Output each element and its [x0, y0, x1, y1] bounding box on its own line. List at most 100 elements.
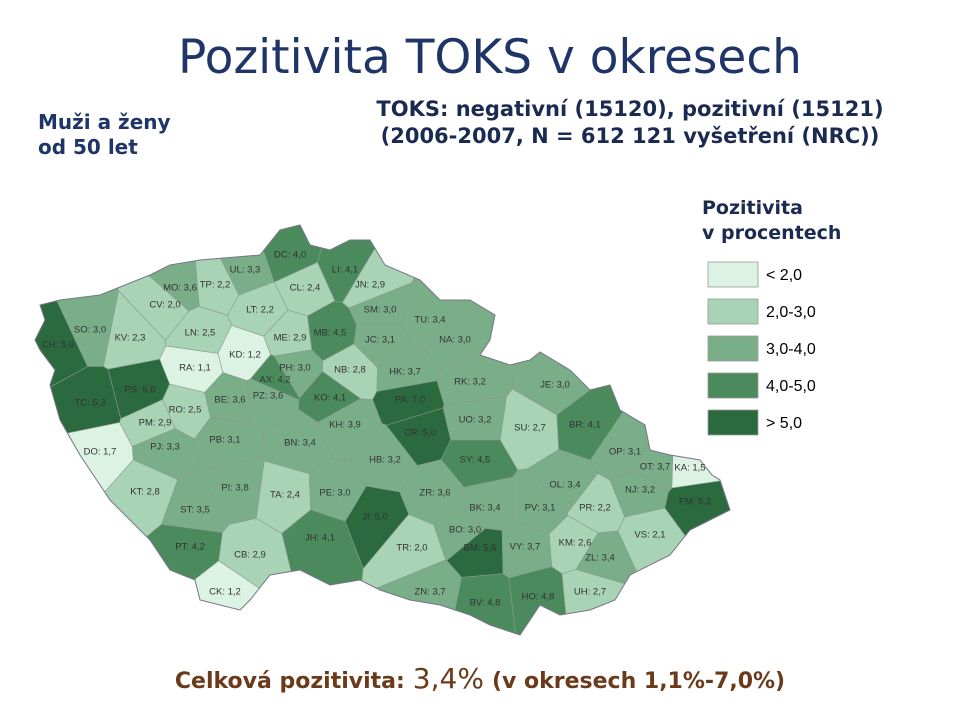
side-line: Muži a ženy [38, 110, 171, 134]
country-outline [34, 224, 731, 636]
district-label: CL: 2,4 [290, 283, 321, 294]
district-label: BO: 3,0 [449, 525, 481, 536]
district-label: UL: 3,3 [230, 265, 261, 276]
district-label: LT: 2,2 [246, 305, 274, 316]
district-label: SU: 2,7 [514, 423, 546, 434]
district-label: JE: 3,0 [540, 380, 570, 391]
district-label: PM: 2,9 [139, 418, 172, 429]
legend-label: 2,0-3,0 [766, 304, 816, 321]
district-label: PH: 3,0 [279, 363, 311, 374]
district-label: BV: 4,8 [470, 598, 501, 609]
subtitle-line: TOKS: negativní (15120), pozitivní (1512… [376, 97, 884, 121]
district-label: OT: 3,7 [640, 462, 671, 473]
footer-text: Celková pozitivita: [174, 669, 405, 694]
district-label: SM: 3,0 [364, 305, 397, 316]
district-label: CK: 1,2 [209, 587, 241, 598]
legend-swatch [707, 298, 759, 325]
footer-text: (v okresech 1,1%-7,0%) [491, 669, 786, 694]
district-label: RO: 2,5 [169, 405, 202, 416]
district-label: NA: 3,0 [439, 335, 471, 346]
district-label: AX: 4,2 [259, 375, 290, 386]
district-label: TR: 2,0 [396, 543, 427, 554]
district-label: SO: 3,0 [74, 325, 106, 336]
district-label: JI: 5,0 [362, 512, 388, 523]
district-label: ZR: 3,6 [419, 488, 450, 499]
district-label: ME: 2,9 [274, 333, 307, 344]
legend-label: > 5,0 [766, 415, 802, 432]
district-label: CV: 2,0 [149, 300, 180, 311]
legend-label: 3,0-4,0 [766, 341, 816, 358]
district-label: JN: 2,9 [355, 280, 385, 291]
district-label: JC: 3,1 [365, 335, 395, 346]
title: Pozitivita TOKS v okresech [178, 30, 802, 85]
district-label: ZN: 3,7 [414, 587, 445, 598]
footer-total: 3,4% [412, 662, 484, 695]
district-label: KH: 3,9 [329, 420, 361, 431]
district-label: VY: 3,7 [510, 542, 541, 553]
district-label: CR: 5,0 [404, 428, 436, 439]
district-label: BR: 4,1 [569, 420, 601, 431]
district-label: FM: 5,3 [679, 497, 711, 508]
district-label: KT: 2,8 [130, 487, 160, 498]
district-label: NB: 2,8 [334, 365, 366, 376]
district-label: ZL: 3,4 [585, 553, 615, 564]
district-label: HK: 3,7 [389, 367, 421, 378]
district-label: UH: 2,7 [574, 587, 606, 598]
district-label: PB: 3,1 [209, 435, 240, 446]
subtitle: TOKS: negativní (15120), pozitivní (1512… [320, 96, 940, 150]
district-label: BK: 3,4 [469, 503, 500, 514]
district-label: KD: 1,2 [229, 350, 261, 361]
district-label: LI: 4,1 [332, 265, 358, 276]
district-label: PI: 3,8 [221, 483, 248, 494]
district-label: PE: 3,0 [319, 488, 350, 499]
district-label: JH: 4,1 [305, 533, 335, 544]
district-labels: DC: 4,0 UL: 3,3 LI: 4,1 TP: 2,2MO: 3,6 CL: 2… [42, 250, 711, 609]
legend-label: < 2,0 [766, 267, 802, 284]
legend-swatch [707, 335, 759, 362]
legend-title: Pozitivita [702, 197, 803, 219]
legend-swatch [707, 372, 759, 399]
district-label: PJ: 3,3 [150, 442, 180, 453]
footer: Celková pozitivita: 3,4% (v okresech 1,1%-… [0, 662, 960, 695]
district-label: KV: 2,3 [115, 333, 146, 344]
district-label: KA: 1,5 [674, 463, 705, 474]
district-label: PR: 2,2 [579, 503, 611, 514]
district-label: DO: 1,7 [84, 447, 117, 458]
district-label: PA: 7,0 [395, 395, 425, 406]
district-label: LN: 2,5 [185, 328, 216, 339]
district-label: SY: 4,5 [460, 455, 491, 466]
district-label: TC: 5,3 [74, 398, 105, 409]
district-label: OL: 3,4 [549, 480, 580, 491]
district-label: CB: 2,9 [234, 550, 266, 561]
legend-label: 4,0-5,0 [766, 378, 816, 395]
legend-swatch [707, 409, 759, 436]
district-label: HB: 3,2 [369, 455, 401, 466]
district-label: ST: 3,5 [180, 505, 210, 516]
district-label: TA: 2,4 [270, 490, 300, 501]
district-label: PT: 4,2 [175, 542, 205, 553]
district-label: BM: 5,6 [464, 543, 497, 554]
district-label: MB: 4,5 [314, 328, 347, 339]
district-label: UO: 3,2 [459, 415, 492, 426]
subtitle-line: (2006-2007, N = 612 121 vyšetření (NRC)) [380, 124, 880, 148]
district-label: KO: 4,1 [314, 393, 346, 404]
side-line: od 50 let [38, 135, 138, 159]
district-label: TU: 3,4 [414, 315, 445, 326]
legend-title: v procentech [702, 222, 841, 244]
district-label: HO: 4,8 [522, 592, 555, 603]
district-label: RK: 3,2 [454, 377, 486, 388]
district-label: MO: 3,6 [163, 283, 197, 294]
district-label: KM: 2,6 [559, 538, 592, 549]
district-label: TP: 2,2 [200, 280, 231, 291]
district-label: RA: 1,1 [179, 363, 211, 374]
district-label: PS: 5,6 [124, 385, 155, 396]
district-label: VS: 2,1 [634, 530, 665, 541]
district-label: PZ: 3,6 [253, 391, 284, 402]
district-label: DC: 4,0 [274, 250, 306, 261]
district-label: OP: 3,1 [609, 447, 641, 458]
district-label: CH: 5,0 [42, 340, 74, 351]
district-label: BE: 3,6 [214, 395, 245, 406]
district-label: PV: 3,1 [525, 503, 556, 514]
